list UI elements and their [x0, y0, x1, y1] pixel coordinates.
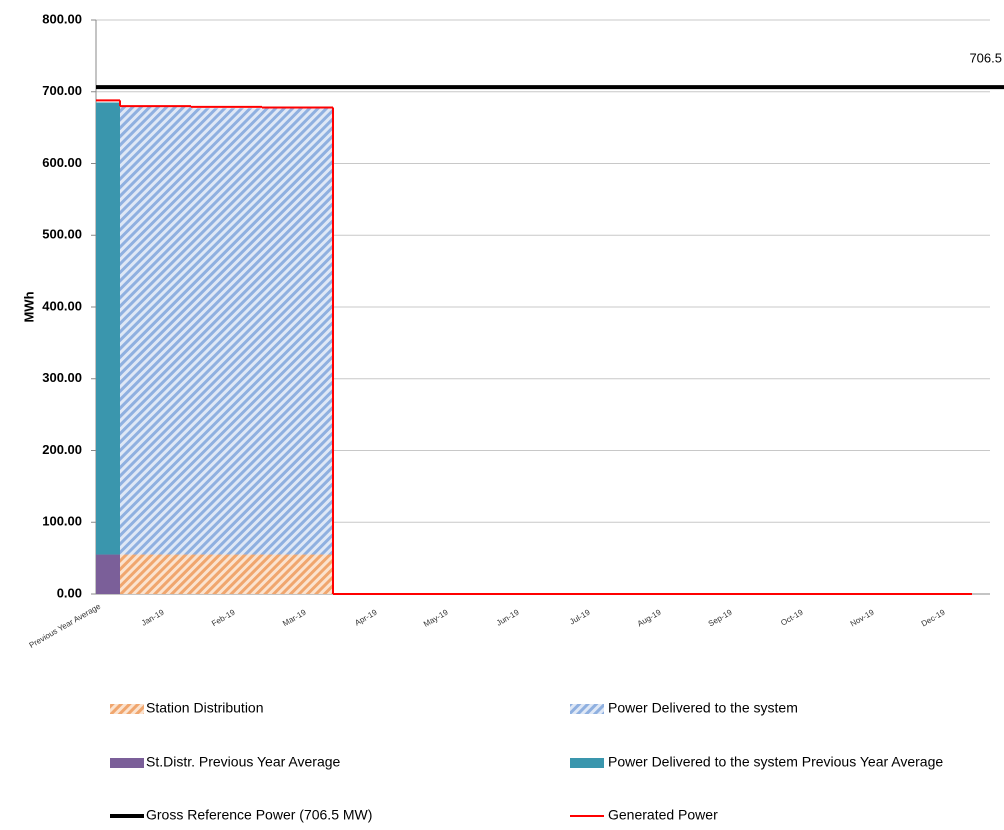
area-segment: [191, 108, 262, 555]
x-tick-label: Previous Year Average: [28, 601, 103, 649]
area-segment: [262, 554, 333, 594]
area-segment: [262, 107, 333, 555]
legend-swatch: [570, 758, 604, 768]
area-segment: [191, 554, 262, 594]
y-tick-label: 200.00: [42, 442, 82, 457]
y-tick-label: 600.00: [42, 155, 82, 170]
x-tick-label: Oct-19: [779, 607, 805, 627]
y-tick-label: 700.00: [42, 83, 82, 98]
x-tick-label: Jul-19: [568, 607, 592, 626]
legend-swatch: [110, 704, 144, 714]
legend-label: Generated Power: [608, 807, 718, 823]
area-segment: [120, 554, 191, 594]
legend-swatch: [110, 758, 144, 768]
x-tick-label: Sep-19: [707, 607, 734, 628]
y-tick-label: 400.00: [42, 298, 82, 313]
reference-label: 706.5: [969, 51, 1002, 66]
x-tick-label: Aug-19: [636, 607, 663, 628]
legend-label: St.Distr. Previous Year Average: [146, 754, 341, 770]
y-tick-label: 500.00: [42, 227, 82, 242]
x-tick-label: Mar-19: [281, 607, 308, 628]
legend-label: Station Distribution: [146, 700, 264, 716]
x-tick-label: Jun-19: [495, 607, 521, 627]
bar: [96, 554, 120, 594]
x-tick-label: May-19: [422, 607, 450, 628]
x-tick-label: Jan-19: [140, 607, 166, 627]
legend-label: Power Delivered to the system: [608, 700, 798, 716]
legend-label: Power Delivered to the system Previous Y…: [608, 754, 943, 770]
y-axis-label: MWh: [21, 291, 36, 322]
x-tick-label: Apr-19: [353, 607, 379, 627]
area-segment: [120, 106, 191, 555]
legend-label: Gross Reference Power (706.5 MW): [146, 807, 372, 823]
y-tick-label: 800.00: [42, 11, 82, 26]
x-tick-label: Feb-19: [210, 607, 237, 628]
y-tick-label: 100.00: [42, 514, 82, 529]
y-tick-label: 300.00: [42, 370, 82, 385]
legend-swatch: [570, 704, 604, 714]
x-tick-label: Nov-19: [849, 607, 876, 628]
x-tick-label: Dec-19: [920, 607, 947, 628]
bar: [96, 102, 120, 555]
y-tick-label: 0.00: [57, 585, 82, 600]
